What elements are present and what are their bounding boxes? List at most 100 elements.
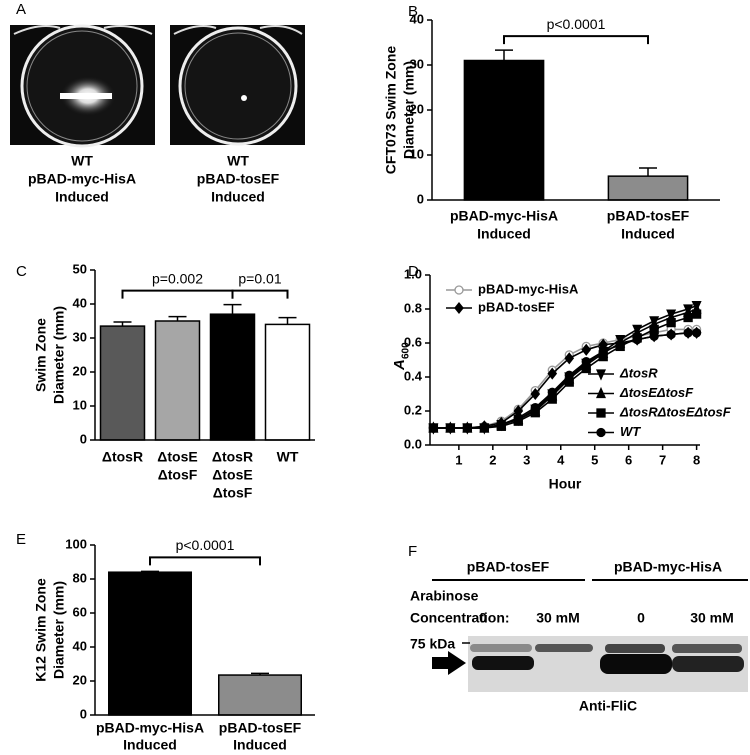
y-tick-label: 0 (417, 191, 424, 206)
y-tick-label: 20 (410, 101, 424, 116)
y-tick-label: 1.0 (404, 266, 422, 281)
group-label: pBAD-myc-HisA (614, 559, 722, 575)
marker (513, 413, 523, 423)
marker (564, 352, 575, 365)
marker (547, 367, 558, 380)
x-tick-label: 7 (659, 452, 666, 467)
marker (479, 423, 489, 433)
caption: Induced (211, 189, 265, 205)
legend-marker (595, 369, 607, 381)
x-tick-label: Induced (233, 737, 287, 753)
y-tick-label: 80 (73, 570, 87, 585)
panel-label: E (16, 531, 26, 548)
x-tick-label: ΔtosR (102, 449, 143, 465)
x-tick-label: 5 (591, 452, 598, 467)
error-bar (495, 49, 513, 61)
x-tick-label: 1 (455, 452, 462, 467)
marker (547, 387, 557, 397)
arrow (432, 651, 466, 675)
caption: pBAD-myc-HisA (28, 171, 136, 187)
x-tick-label: 3 (523, 452, 530, 467)
y-tick-label: 100 (65, 536, 87, 551)
y-tick-label: 30 (73, 329, 87, 344)
caption: WT (71, 153, 93, 169)
x-tick-label: pBAD-tosEF (607, 208, 690, 224)
x-tick-label: ΔtosR (212, 449, 253, 465)
marker (530, 402, 540, 413)
legend-marker (595, 386, 607, 399)
marker (649, 331, 659, 341)
y-axis-label: Swim Zone (33, 318, 49, 392)
bracket (121, 289, 234, 299)
bar (154, 320, 201, 441)
y-tick-label: 50 (73, 261, 87, 276)
marker (445, 423, 456, 433)
x-tick-label: 2 (489, 452, 496, 467)
y-tick-label: 20 (73, 672, 87, 687)
caption: Induced (55, 189, 109, 205)
bar (209, 313, 256, 441)
marker (496, 419, 506, 430)
bar (108, 571, 192, 716)
annotation: p<0.0001 (547, 16, 606, 32)
marker (691, 328, 702, 338)
caption: WT (227, 153, 249, 169)
row-label: Concentration: (410, 610, 510, 626)
legend-label: pBAD-myc-HisA (478, 281, 579, 296)
bar (99, 325, 146, 441)
y-tick-label: 60 (73, 604, 87, 619)
legend-marker (596, 427, 606, 438)
y-axis-label: CFT073 Swim Zone (383, 46, 399, 175)
marker (564, 370, 574, 380)
marker (615, 340, 625, 350)
marker (462, 423, 473, 433)
x-tick-label: WT (277, 449, 299, 465)
legend-label: ΔtosEΔtosF (619, 385, 694, 400)
x-tick-label: pBAD-myc-HisA (96, 720, 204, 736)
marker (666, 329, 676, 340)
y-tick-label: 20 (73, 363, 87, 378)
error-bar (168, 315, 187, 321)
legend-marker (596, 408, 606, 418)
annotation: p<0.0001 (176, 537, 235, 553)
error-bar (113, 321, 132, 327)
y-tick-label: 0 (80, 431, 87, 446)
y-axis-label-text: A (391, 359, 408, 371)
x-tick-label: ΔtosF (158, 467, 198, 483)
x-tick-label: Induced (123, 737, 177, 753)
annotation: p=0.01 (238, 270, 281, 286)
y-axis-label-subscript: 600 (401, 342, 412, 359)
x-tick-label: 4 (557, 452, 565, 467)
annotation: p=0.002 (152, 270, 203, 286)
y-axis-label: Diameter (mm) (401, 61, 417, 159)
plate-image (170, 25, 305, 146)
lane-label: 0 (479, 610, 487, 626)
y-tick-label: 40 (73, 295, 87, 310)
bar (463, 59, 545, 201)
legend-label: ΔtosRΔtosEΔtosF (619, 404, 732, 419)
marker (691, 309, 702, 319)
panel-label: A (16, 1, 26, 18)
error-bar (639, 167, 657, 177)
lane-label: 0 (637, 610, 645, 626)
bar (607, 175, 689, 201)
bar (218, 674, 302, 716)
y-axis-label: Diameter (mm) (51, 581, 67, 679)
y-tick-label: 30 (410, 56, 424, 71)
marker (683, 328, 693, 338)
y-tick-label: 0.8 (404, 300, 422, 315)
x-tick-label: ΔtosE (157, 449, 197, 465)
marker (581, 343, 592, 356)
bracket (231, 289, 289, 299)
plate-image (10, 24, 155, 148)
x-tick-label: Induced (621, 226, 675, 242)
y-tick-label: 0.4 (404, 368, 423, 383)
error-bar (251, 672, 269, 676)
x-tick-label: 8 (693, 452, 700, 467)
y-tick-label: 0.0 (404, 436, 422, 451)
x-axis-label: Hour (549, 476, 582, 492)
bracket (149, 556, 261, 566)
panel-label: B (408, 3, 418, 20)
